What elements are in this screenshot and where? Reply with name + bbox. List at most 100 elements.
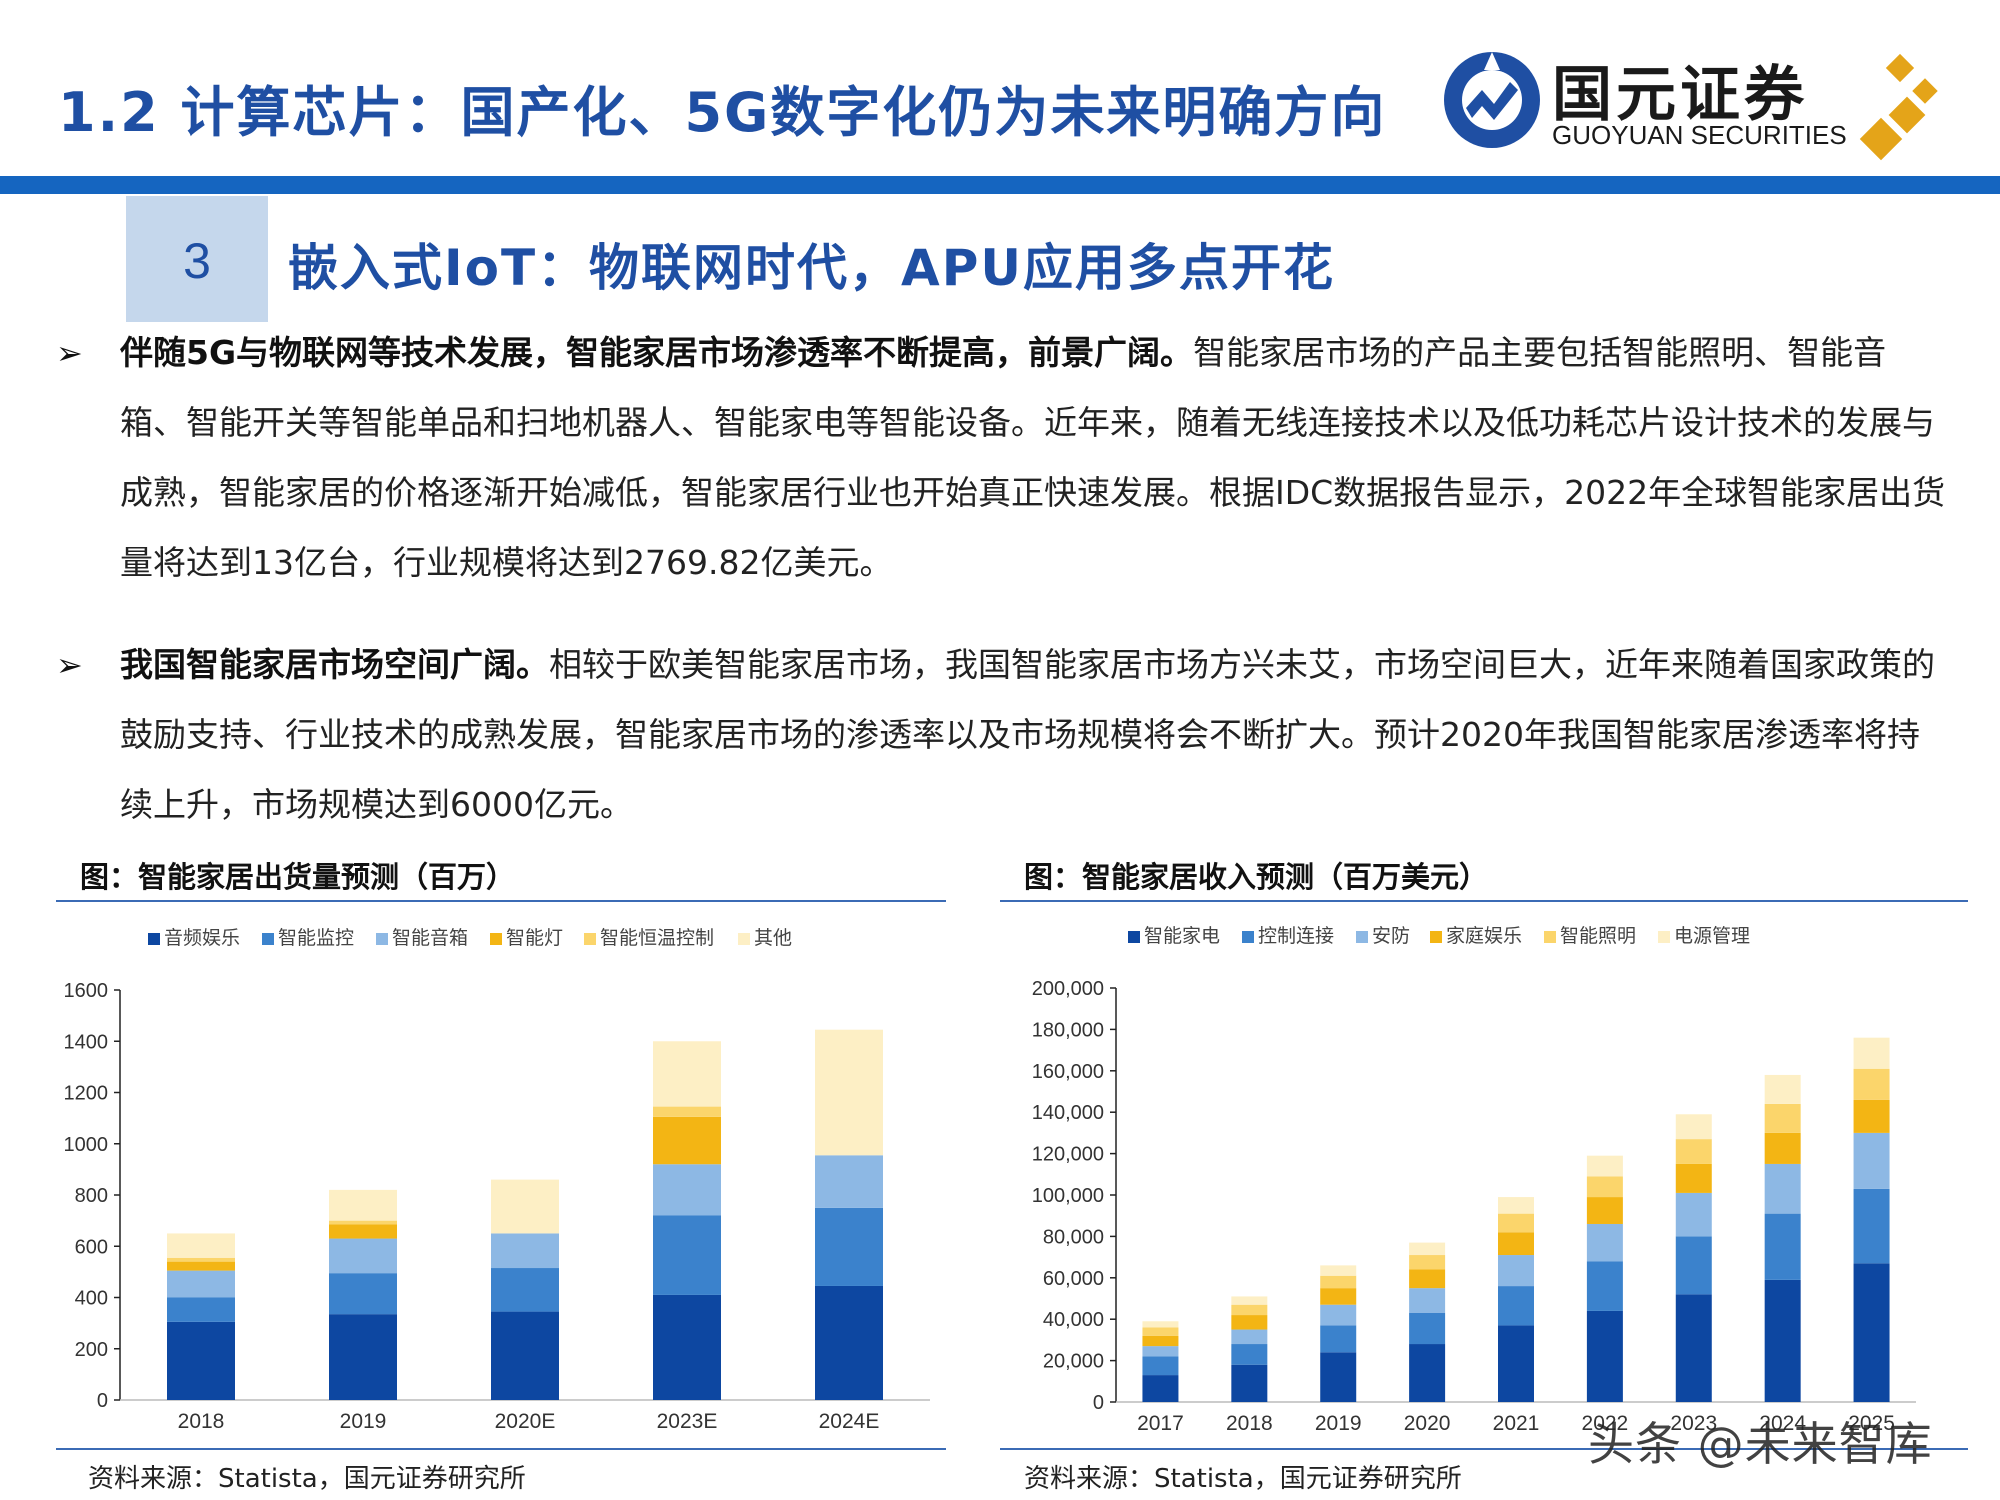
gold-squares-icon [1859,53,1938,161]
bar-segment [491,1311,559,1400]
legend-entry: 家庭娱乐 [1430,925,1522,947]
bar-segment [1409,1269,1446,1289]
bar-segment [329,1273,397,1315]
logo-chinese-name: 国元证券 [1552,60,1808,130]
legend-swatch [490,933,502,945]
legend-label: 电源管理 [1674,925,1750,947]
legend-entry: 智能灯 [490,927,563,949]
bullet-paragraph-2: 我国智能家居市场空间广阔。相较于欧美智能家居市场，我国智能家居市场方兴未艾，市场… [120,630,1950,840]
bar-segment [329,1224,397,1239]
bar-segment [1586,1310,1623,1402]
legend-label: 智能音箱 [392,927,468,949]
y-tick-label: 0 [1093,1392,1104,1414]
bar-segment [815,1285,883,1400]
legend-entry: 智能照明 [1544,925,1636,947]
legend-entry: 控制连接 [1242,925,1334,947]
bar-segment [167,1257,235,1262]
legend-label: 智能恒温控制 [600,927,714,949]
bar-segment [1764,1132,1801,1164]
y-tick-label: 100,000 [1032,1185,1104,1207]
x-tick-label: 2025 [1848,1412,1895,1435]
bar-segment [1498,1197,1534,1214]
bar-segment [1498,1213,1534,1233]
legend-entry: 智能音箱 [376,927,468,949]
bar-segment [653,1294,721,1400]
bar-segment [1764,1213,1801,1280]
legend-label: 安防 [1372,925,1410,947]
bar-segment [653,1215,721,1295]
x-tick-label: 2024E [819,1410,880,1433]
bar-segment [1853,1263,1890,1402]
bar-segment [167,1261,235,1271]
bar-segment [1409,1255,1446,1270]
legend-swatch [584,933,596,945]
legend-label: 其他 [754,927,792,949]
bar-segment [329,1238,397,1274]
bar-segment [1586,1197,1623,1224]
y-tick-label: 40,000 [1043,1309,1104,1331]
bar-segment [1498,1325,1534,1402]
bar-segment [491,1268,559,1312]
bar-segment [167,1233,235,1258]
y-tick-label: 1600 [64,980,109,1002]
bar-segment [1498,1255,1534,1287]
y-tick-label: 1400 [64,1031,109,1053]
legend-swatch [1242,931,1254,943]
legend-swatch [262,933,274,945]
bar-segment [1231,1344,1268,1365]
bar-segment [167,1297,235,1322]
y-tick-label: 600 [75,1236,108,1258]
bar-segment [1409,1288,1446,1313]
legend-entry: 智能恒温控制 [584,927,714,949]
bullet-2-text: 相较于欧美智能家居市场，我国智能家居市场方兴未艾，市场空间巨大，近年来随着国家政… [120,645,1935,824]
bar-segment [1320,1352,1357,1402]
bullet-paragraph-1: 伴随5G与物联网等技术发展，智能家居市场渗透率不断提高，前景广阔。智能家居市场的… [120,318,1950,598]
bar-segment [1675,1139,1712,1164]
left-figure-bottom-rule [56,1448,946,1450]
bullet-arrow-icon: ➢ [56,646,83,684]
bar-segment [1320,1265,1357,1276]
y-tick-label: 200 [75,1339,108,1361]
page-title: 1.2 计算芯片：国产化、5G数字化仍为未来明确方向 [58,81,1387,144]
bullet-2-lead: 我国智能家居市场空间广阔。 [120,645,549,684]
x-tick-label: 2018 [178,1410,225,1433]
bar-segment [1764,1163,1801,1214]
x-tick-label: 2020 [1404,1412,1451,1435]
bar-segment [1853,1037,1890,1069]
legend-swatch [738,933,750,945]
bar-segment [1320,1275,1357,1289]
legend-entry: 智能家电 [1128,925,1220,947]
left-figure-top-rule [56,900,946,902]
bar-segment [1853,1099,1890,1133]
bar-segment [1586,1155,1623,1177]
bar-segment [1675,1294,1712,1402]
bar-segment [1231,1296,1268,1305]
bar-segment [815,1029,883,1156]
revenue-forecast-chart: 智能家电 控制连接 安防 家庭娱乐 智能照明 电源管理 0 20,000 40,000 60,00… [1032,925,1916,1435]
bar-segment [491,1179,559,1234]
left-source-note: 资料来源：Statista，国元证券研究所 [88,1464,526,1494]
bar-segment [1231,1329,1268,1345]
logo-emblem-icon [1444,52,1540,148]
legend-swatch [1128,931,1140,943]
x-tick-label: 2018 [1226,1412,1273,1435]
legend-label: 智能灯 [506,927,563,949]
legend-swatch [1356,931,1368,943]
bar-segment [1764,1279,1801,1402]
bar-segment [167,1321,235,1400]
right-figure-bottom-rule [1000,1448,1968,1450]
y-tick-label: 1000 [64,1134,109,1156]
bullet-1-lead: 伴随5G与物联网等技术发展，智能家居市场渗透率不断提高，前景广阔。 [120,333,1194,372]
bar-segment [1853,1068,1890,1100]
legend-label: 智能照明 [1560,925,1636,947]
legend-label: 控制连接 [1258,925,1334,947]
right-figure-top-rule [1000,900,1968,902]
bar-segment [1586,1223,1623,1262]
bar-segment [1320,1304,1357,1326]
bar-segment [1320,1325,1357,1353]
y-tick-label: 120,000 [1032,1144,1104,1166]
bar-segment [1142,1335,1179,1347]
bar-segment [167,1270,235,1298]
watermark: 头条 @未来智库 [1588,1417,1933,1471]
bar-segment [1142,1327,1179,1336]
